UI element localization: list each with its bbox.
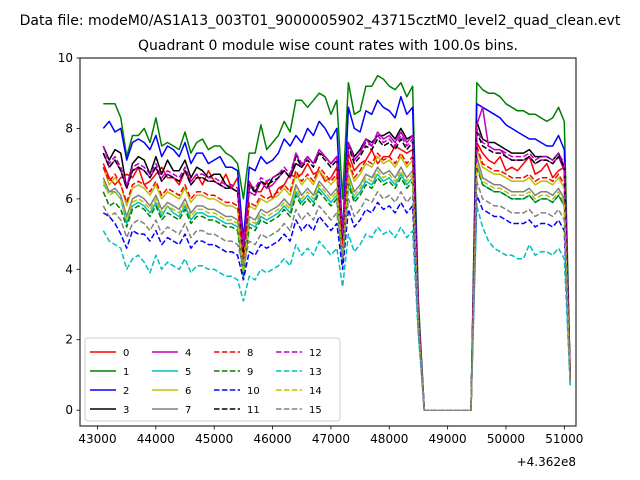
legend-label-7: 7: [185, 405, 191, 416]
legend-label-12: 12: [309, 348, 322, 359]
x-tick-label: 48000: [370, 432, 408, 446]
legend-label-4: 4: [185, 348, 191, 359]
legend-label-6: 6: [185, 386, 191, 397]
legend-label-15: 15: [309, 405, 322, 416]
series-line-12: [102, 127, 571, 411]
x-tick-label: 43000: [78, 432, 116, 446]
x-tick-label: 50000: [487, 432, 525, 446]
legend-label-9: 9: [247, 367, 253, 378]
series-line-11: [102, 131, 571, 411]
legend-label-13: 13: [309, 367, 322, 378]
legend-label-3: 3: [123, 405, 129, 416]
x-tick-label: 51000: [545, 432, 583, 446]
plot-area: [102, 74, 571, 411]
x-tick-label: 44000: [137, 432, 175, 446]
y-tick-label: 0: [65, 403, 73, 417]
legend-label-10: 10: [247, 386, 260, 397]
figure-suptitle: Data file: modeM0/AS1A13_003T01_90000059…: [20, 13, 621, 29]
y-tick-label: 2: [65, 333, 73, 347]
legend-label-2: 2: [123, 386, 129, 397]
x-tick-label: 45000: [195, 432, 233, 446]
y-tick-label: 8: [65, 121, 73, 135]
x-tick-label: 46000: [253, 432, 291, 446]
series-line-1: [103, 74, 571, 411]
legend-label-5: 5: [185, 367, 191, 378]
x-axis: 43000 44000 45000 46000 47000 48000 49000 50000…: [78, 426, 583, 446]
x-tick-label: 49000: [429, 432, 467, 446]
legend-label-1: 1: [123, 367, 129, 378]
series-line-14: [102, 162, 571, 411]
series-line-15: [102, 180, 571, 411]
legend-label-0: 0: [123, 348, 129, 359]
series-line-8: [102, 145, 571, 411]
legend-label-14: 14: [309, 386, 322, 397]
series-line-2: [102, 95, 571, 411]
legend-box: [84, 337, 341, 422]
y-axis: 0 2 4 6 8 10: [58, 51, 80, 417]
series-line-10: [102, 194, 571, 411]
y-tick-label: 4: [65, 262, 73, 276]
legend-label-8: 8: [247, 348, 253, 359]
chart-title: Quadrant 0 module wise count rates with …: [138, 38, 518, 54]
x-offset-label: +4.362e8: [517, 455, 576, 469]
y-tick-label: 10: [58, 51, 73, 65]
axes-frame: [79, 57, 577, 427]
series-line-9: [102, 166, 571, 411]
y-tick-label: 6: [65, 192, 73, 206]
series-line-7: [102, 155, 571, 411]
legend-label-11: 11: [247, 405, 260, 416]
x-tick-label: 47000: [312, 432, 350, 446]
series-line-13: [102, 205, 571, 411]
